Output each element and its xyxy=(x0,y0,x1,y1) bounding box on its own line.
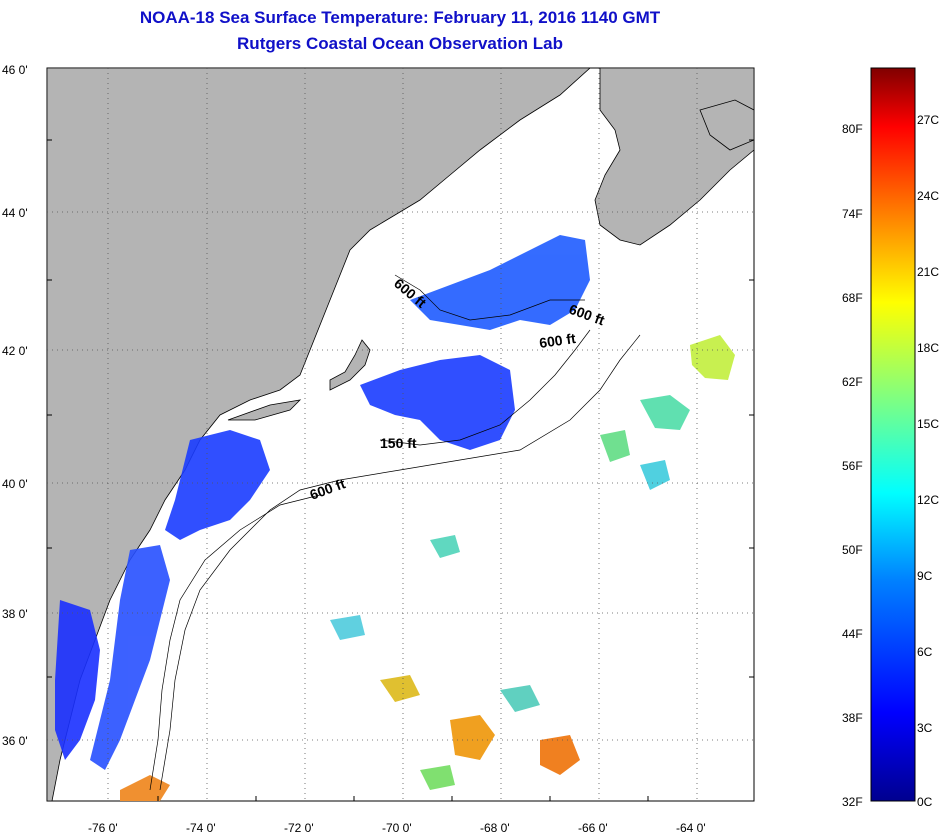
lat-label-36: 36 0' xyxy=(2,734,28,748)
sst-cold-patches xyxy=(55,235,590,770)
cb-c-9: 9C xyxy=(917,569,933,583)
lon-label-76: -76 0' xyxy=(88,821,118,835)
lat-label-40: 40 0' xyxy=(2,477,28,491)
lon-label-74: -74 0' xyxy=(186,821,216,835)
cb-f-44: 44F xyxy=(842,627,863,641)
cb-f-62: 62F xyxy=(842,375,863,389)
cb-c-21: 21C xyxy=(917,265,939,279)
cb-f-50: 50F xyxy=(842,543,863,557)
land-long-island xyxy=(227,399,302,421)
cb-f-68: 68F xyxy=(842,291,863,305)
map-title: NOAA-18 Sea Surface Temperature: Februar… xyxy=(139,8,661,27)
lon-label-72: -72 0' xyxy=(284,821,314,835)
sst-warm-patches xyxy=(120,335,735,801)
map-content: 600 ft 600 ft 600 ft 150 ft 600 ft xyxy=(47,68,754,801)
lon-label-66: -66 0' xyxy=(578,821,608,835)
cb-c-12: 12C xyxy=(917,493,939,507)
lon-label-64: -64 0' xyxy=(676,821,706,835)
cb-c-0: 0C xyxy=(917,795,933,809)
frame-ticks xyxy=(47,139,754,801)
lon-label-68: -68 0' xyxy=(480,821,510,835)
colorbar-f-labels: 80F 74F 68F 62F 56F 50F 44F 38F 32F xyxy=(842,122,863,809)
cb-c-15: 15C xyxy=(917,417,939,431)
lat-lon-grid xyxy=(47,68,754,801)
cb-f-32: 32F xyxy=(842,795,863,809)
land-cape-cod xyxy=(329,339,371,391)
contour-label-150ft: 150 ft xyxy=(380,435,417,451)
contour-label-600ft-c: 600 ft xyxy=(538,330,577,351)
lat-label-42: 42 0' xyxy=(2,344,28,358)
colorbar xyxy=(870,67,916,802)
lat-label-44: 44 0' xyxy=(2,206,28,220)
cb-c-27: 27C xyxy=(917,113,939,127)
bathymetry-contours xyxy=(149,274,641,791)
colorbar-c-labels: 27C 24C 21C 18C 15C 12C 9C 6C 3C 0C xyxy=(917,113,939,809)
cb-c-6: 6C xyxy=(917,645,933,659)
land-cape-breton xyxy=(699,99,754,151)
cb-c-18: 18C xyxy=(917,341,939,355)
lat-label-38: 38 0' xyxy=(2,607,28,621)
lon-label-70: -70 0' xyxy=(382,821,412,835)
lat-label-46: 46 0' xyxy=(2,63,28,77)
cb-c-24: 24C xyxy=(917,189,939,203)
cb-f-74: 74F xyxy=(842,207,863,221)
cb-f-56: 56F xyxy=(842,459,863,473)
cb-c-3: 3C xyxy=(917,721,933,735)
cb-f-38: 38F xyxy=(842,711,863,725)
cb-f-80: 80F xyxy=(842,122,863,136)
map-subtitle: Rutgers Coastal Ocean Observation Lab xyxy=(237,34,563,53)
